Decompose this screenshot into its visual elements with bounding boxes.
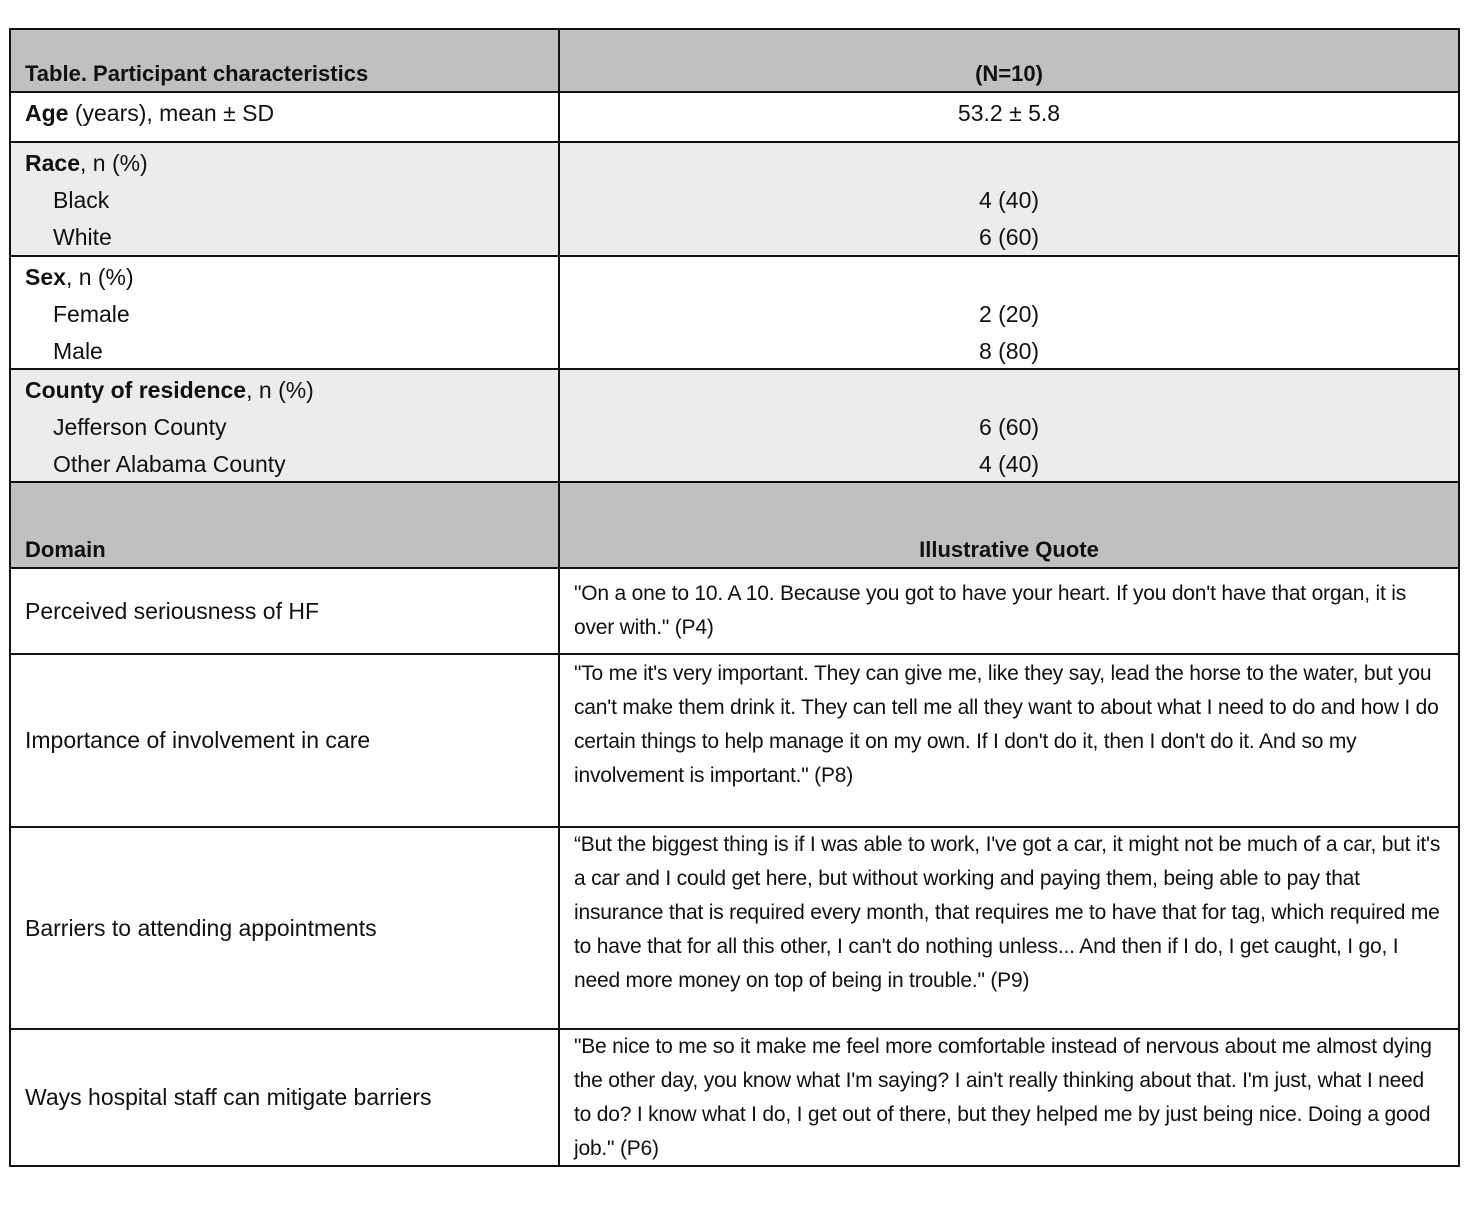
county-label-bold: County of residence bbox=[25, 377, 247, 403]
quote-row: Perceived seriousness of HF "On a one to… bbox=[11, 567, 1458, 653]
sex-label: , n (%) bbox=[65, 264, 134, 290]
race-label-bold: Race bbox=[25, 150, 80, 176]
county-item-value: 6 (60) bbox=[978, 414, 1040, 440]
domain-header: Domain bbox=[11, 483, 560, 567]
n-header: (N=10) bbox=[975, 61, 1043, 86]
quote-header-row: Domain Illustrative Quote bbox=[11, 481, 1458, 567]
sex-item-label: Female bbox=[53, 301, 130, 327]
quote-cell: "To me it's very important. They can giv… bbox=[574, 662, 1439, 787]
quote-cell: "On a one to 10. A 10. Because you got t… bbox=[574, 582, 1407, 639]
sex-item-label: Male bbox=[53, 338, 103, 364]
sex-item-value: 8 (80) bbox=[978, 338, 1040, 364]
race-item-label: Black bbox=[53, 187, 110, 213]
county-item-label: Other Alabama County bbox=[53, 451, 286, 477]
quote-row: Barriers to attending appointments “But … bbox=[11, 826, 1458, 1028]
characteristics-table: Table. Participant characteristics (N=10… bbox=[9, 28, 1460, 1167]
sex-item-value: 2 (20) bbox=[978, 301, 1040, 327]
quote-row: Importance of involvement in care "To me… bbox=[11, 653, 1458, 826]
domain-cell: Barriers to attending appointments bbox=[11, 828, 560, 1028]
race-item-label: White bbox=[53, 224, 112, 250]
quote-cell: "Be nice to me so it make me feel more c… bbox=[574, 1035, 1432, 1160]
county-label: , n (%) bbox=[246, 377, 314, 403]
age-label: (years), mean ± SD bbox=[68, 100, 275, 126]
race-item-value: 4 (40) bbox=[978, 187, 1040, 213]
county-row: County of residence, n (%) Jefferson Cou… bbox=[11, 368, 1458, 481]
sex-label-bold: Sex bbox=[25, 264, 66, 290]
domain-cell: Ways hospital staff can mitigate barrier… bbox=[11, 1030, 560, 1165]
race-row: Race, n (%) Black White 4 (40) 6 (60) bbox=[11, 141, 1458, 255]
county-item-label: Jefferson County bbox=[53, 414, 227, 440]
race-label: , n (%) bbox=[79, 150, 148, 176]
quote-header: Illustrative Quote bbox=[919, 537, 1099, 562]
quote-row: Ways hospital staff can mitigate barrier… bbox=[11, 1028, 1458, 1165]
age-value: 53.2 ± 5.8 bbox=[957, 100, 1061, 126]
table-header-row: Table. Participant characteristics (N=10… bbox=[11, 30, 1458, 91]
race-item-value: 6 (60) bbox=[978, 224, 1040, 250]
quote-cell: “But the biggest thing is if I was able … bbox=[574, 833, 1441, 992]
table-title: Table. Participant characteristics bbox=[11, 30, 560, 91]
age-label-bold: Age bbox=[25, 100, 69, 126]
domain-cell: Importance of involvement in care bbox=[11, 655, 560, 826]
age-row: Age (years), mean ± SD 53.2 ± 5.8 bbox=[11, 91, 1458, 141]
county-item-value: 4 (40) bbox=[978, 451, 1040, 477]
sex-row: Sex, n (%) Female Male 2 (20) 8 (80) bbox=[11, 255, 1458, 368]
domain-cell: Perceived seriousness of HF bbox=[11, 569, 560, 653]
